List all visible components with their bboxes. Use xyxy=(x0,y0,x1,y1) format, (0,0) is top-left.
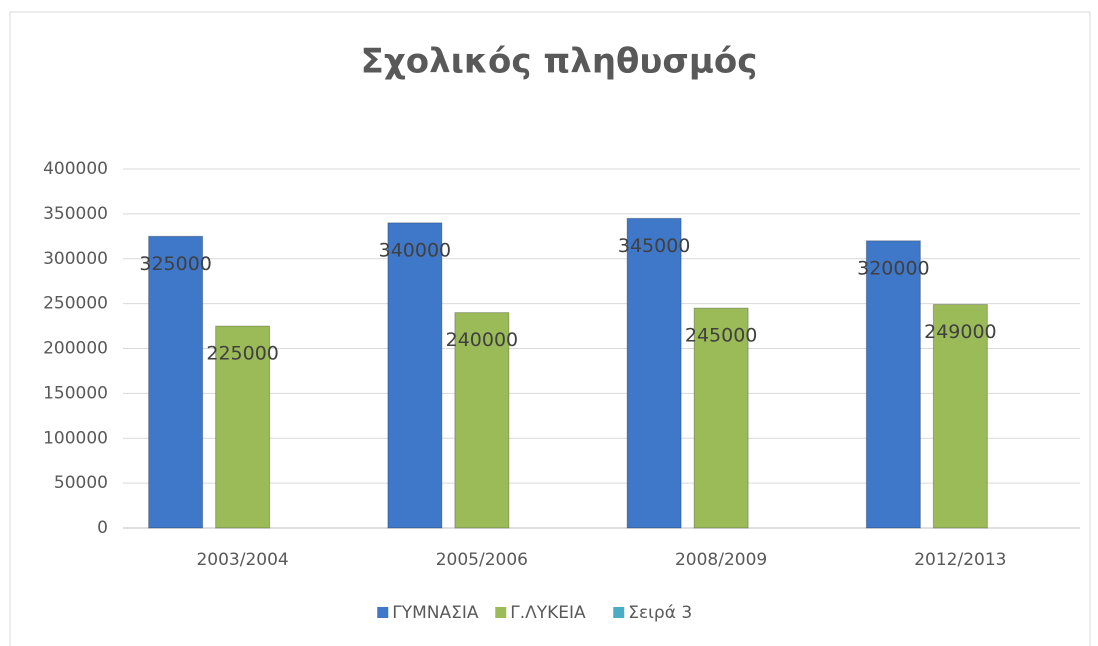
legend-label: Σειρά 3 xyxy=(628,603,692,623)
bar xyxy=(148,235,204,529)
y-tick-label: 250000 xyxy=(43,294,108,314)
x-tick-label: 2012/2013 xyxy=(914,550,1006,570)
legend-swatch xyxy=(495,607,507,618)
y-tick-label: 350000 xyxy=(43,204,108,224)
bar xyxy=(626,217,682,529)
data-label: 245000 xyxy=(685,325,758,347)
data-label: 325000 xyxy=(139,253,212,275)
data-label: 340000 xyxy=(379,239,452,261)
bar xyxy=(387,222,443,529)
data-label: 249000 xyxy=(924,321,997,343)
chart-title: Σχολικός πληθυσμός xyxy=(361,42,758,82)
y-tick-label: 200000 xyxy=(43,339,108,359)
y-tick-label: 400000 xyxy=(43,159,108,179)
legend-label: Γ.ΛΥΚΕΙΑ xyxy=(510,603,586,623)
x-tick-label: 2005/2006 xyxy=(436,550,528,570)
x-tick-label: 2008/2009 xyxy=(675,550,767,570)
data-label: 345000 xyxy=(618,235,691,257)
bar xyxy=(865,240,921,529)
data-label: 240000 xyxy=(446,329,519,351)
data-label: 320000 xyxy=(857,257,930,279)
legend-label: ΓΥΜΝΑΣΙΑ xyxy=(392,603,479,623)
y-tick-label: 100000 xyxy=(43,428,108,448)
y-tick-label: 300000 xyxy=(43,249,108,269)
bar xyxy=(454,312,510,529)
y-tick-label: 50000 xyxy=(54,473,108,493)
bar xyxy=(215,325,271,529)
y-tick-label: 150000 xyxy=(43,383,108,403)
legend-swatch xyxy=(377,607,389,618)
bar xyxy=(693,307,749,529)
y-tick-label: 0 xyxy=(97,518,108,538)
data-label: 225000 xyxy=(206,343,279,365)
x-tick-label: 2003/2004 xyxy=(196,550,288,570)
bar xyxy=(932,304,988,529)
legend-swatch xyxy=(613,607,625,618)
